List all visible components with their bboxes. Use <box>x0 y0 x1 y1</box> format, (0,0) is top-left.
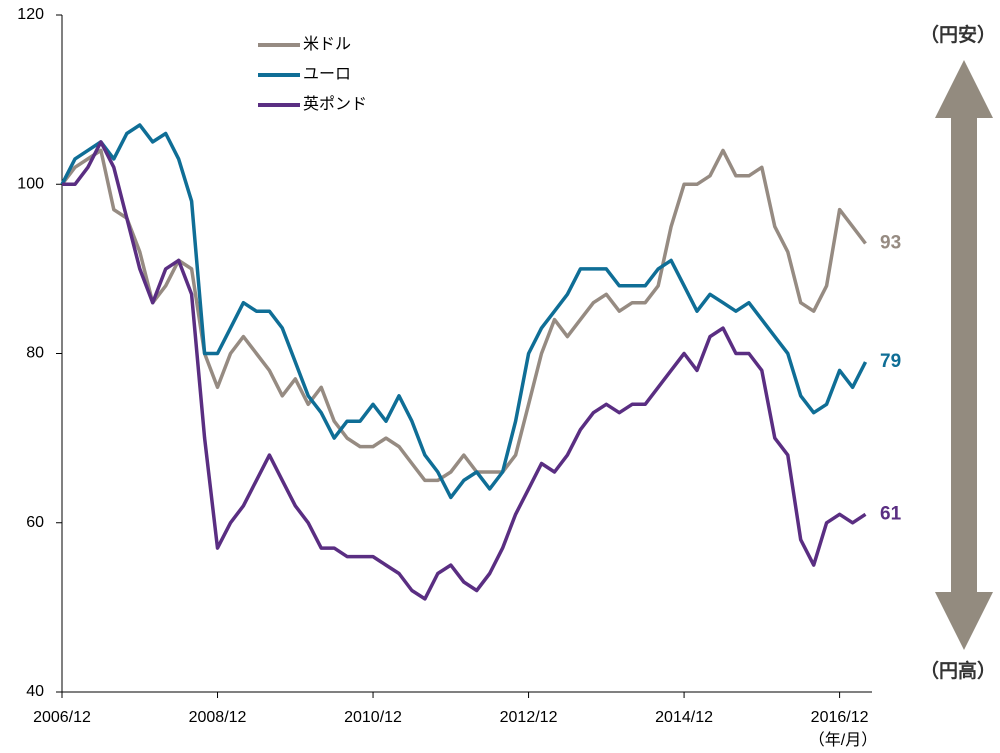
end-label: 61 <box>880 503 902 524</box>
annotation: （円安） <box>920 23 996 46</box>
y-tick-label: 100 <box>17 175 44 192</box>
series-line <box>60 148 867 483</box>
x-tick-label: 2012/12 <box>500 709 558 726</box>
direction-arrow <box>935 60 993 650</box>
y-tick-label: 120 <box>17 6 44 23</box>
y-tick-label: 80 <box>26 345 44 362</box>
legend-label: 英ポンド <box>303 95 367 113</box>
annotation: （円高） <box>920 659 996 682</box>
legend-label: ユーロ <box>303 66 351 83</box>
series-line <box>62 140 867 601</box>
y-tick-label: 40 <box>26 683 44 700</box>
end-label: 79 <box>880 351 901 372</box>
x-tick-label: 2008/12 <box>189 709 247 726</box>
x-axis-note: （年/月） <box>809 731 877 749</box>
legend-label: 米ドル <box>303 35 351 53</box>
x-tick-label: 2010/12 <box>344 709 402 726</box>
x-tick-label: 2014/12 <box>655 709 713 726</box>
series-line <box>60 123 868 500</box>
x-tick-label: 2016/12 <box>811 709 869 726</box>
x-tick-label: 2006/12 <box>33 709 91 726</box>
end-label: 93 <box>880 233 901 254</box>
y-tick-label: 60 <box>26 514 44 531</box>
